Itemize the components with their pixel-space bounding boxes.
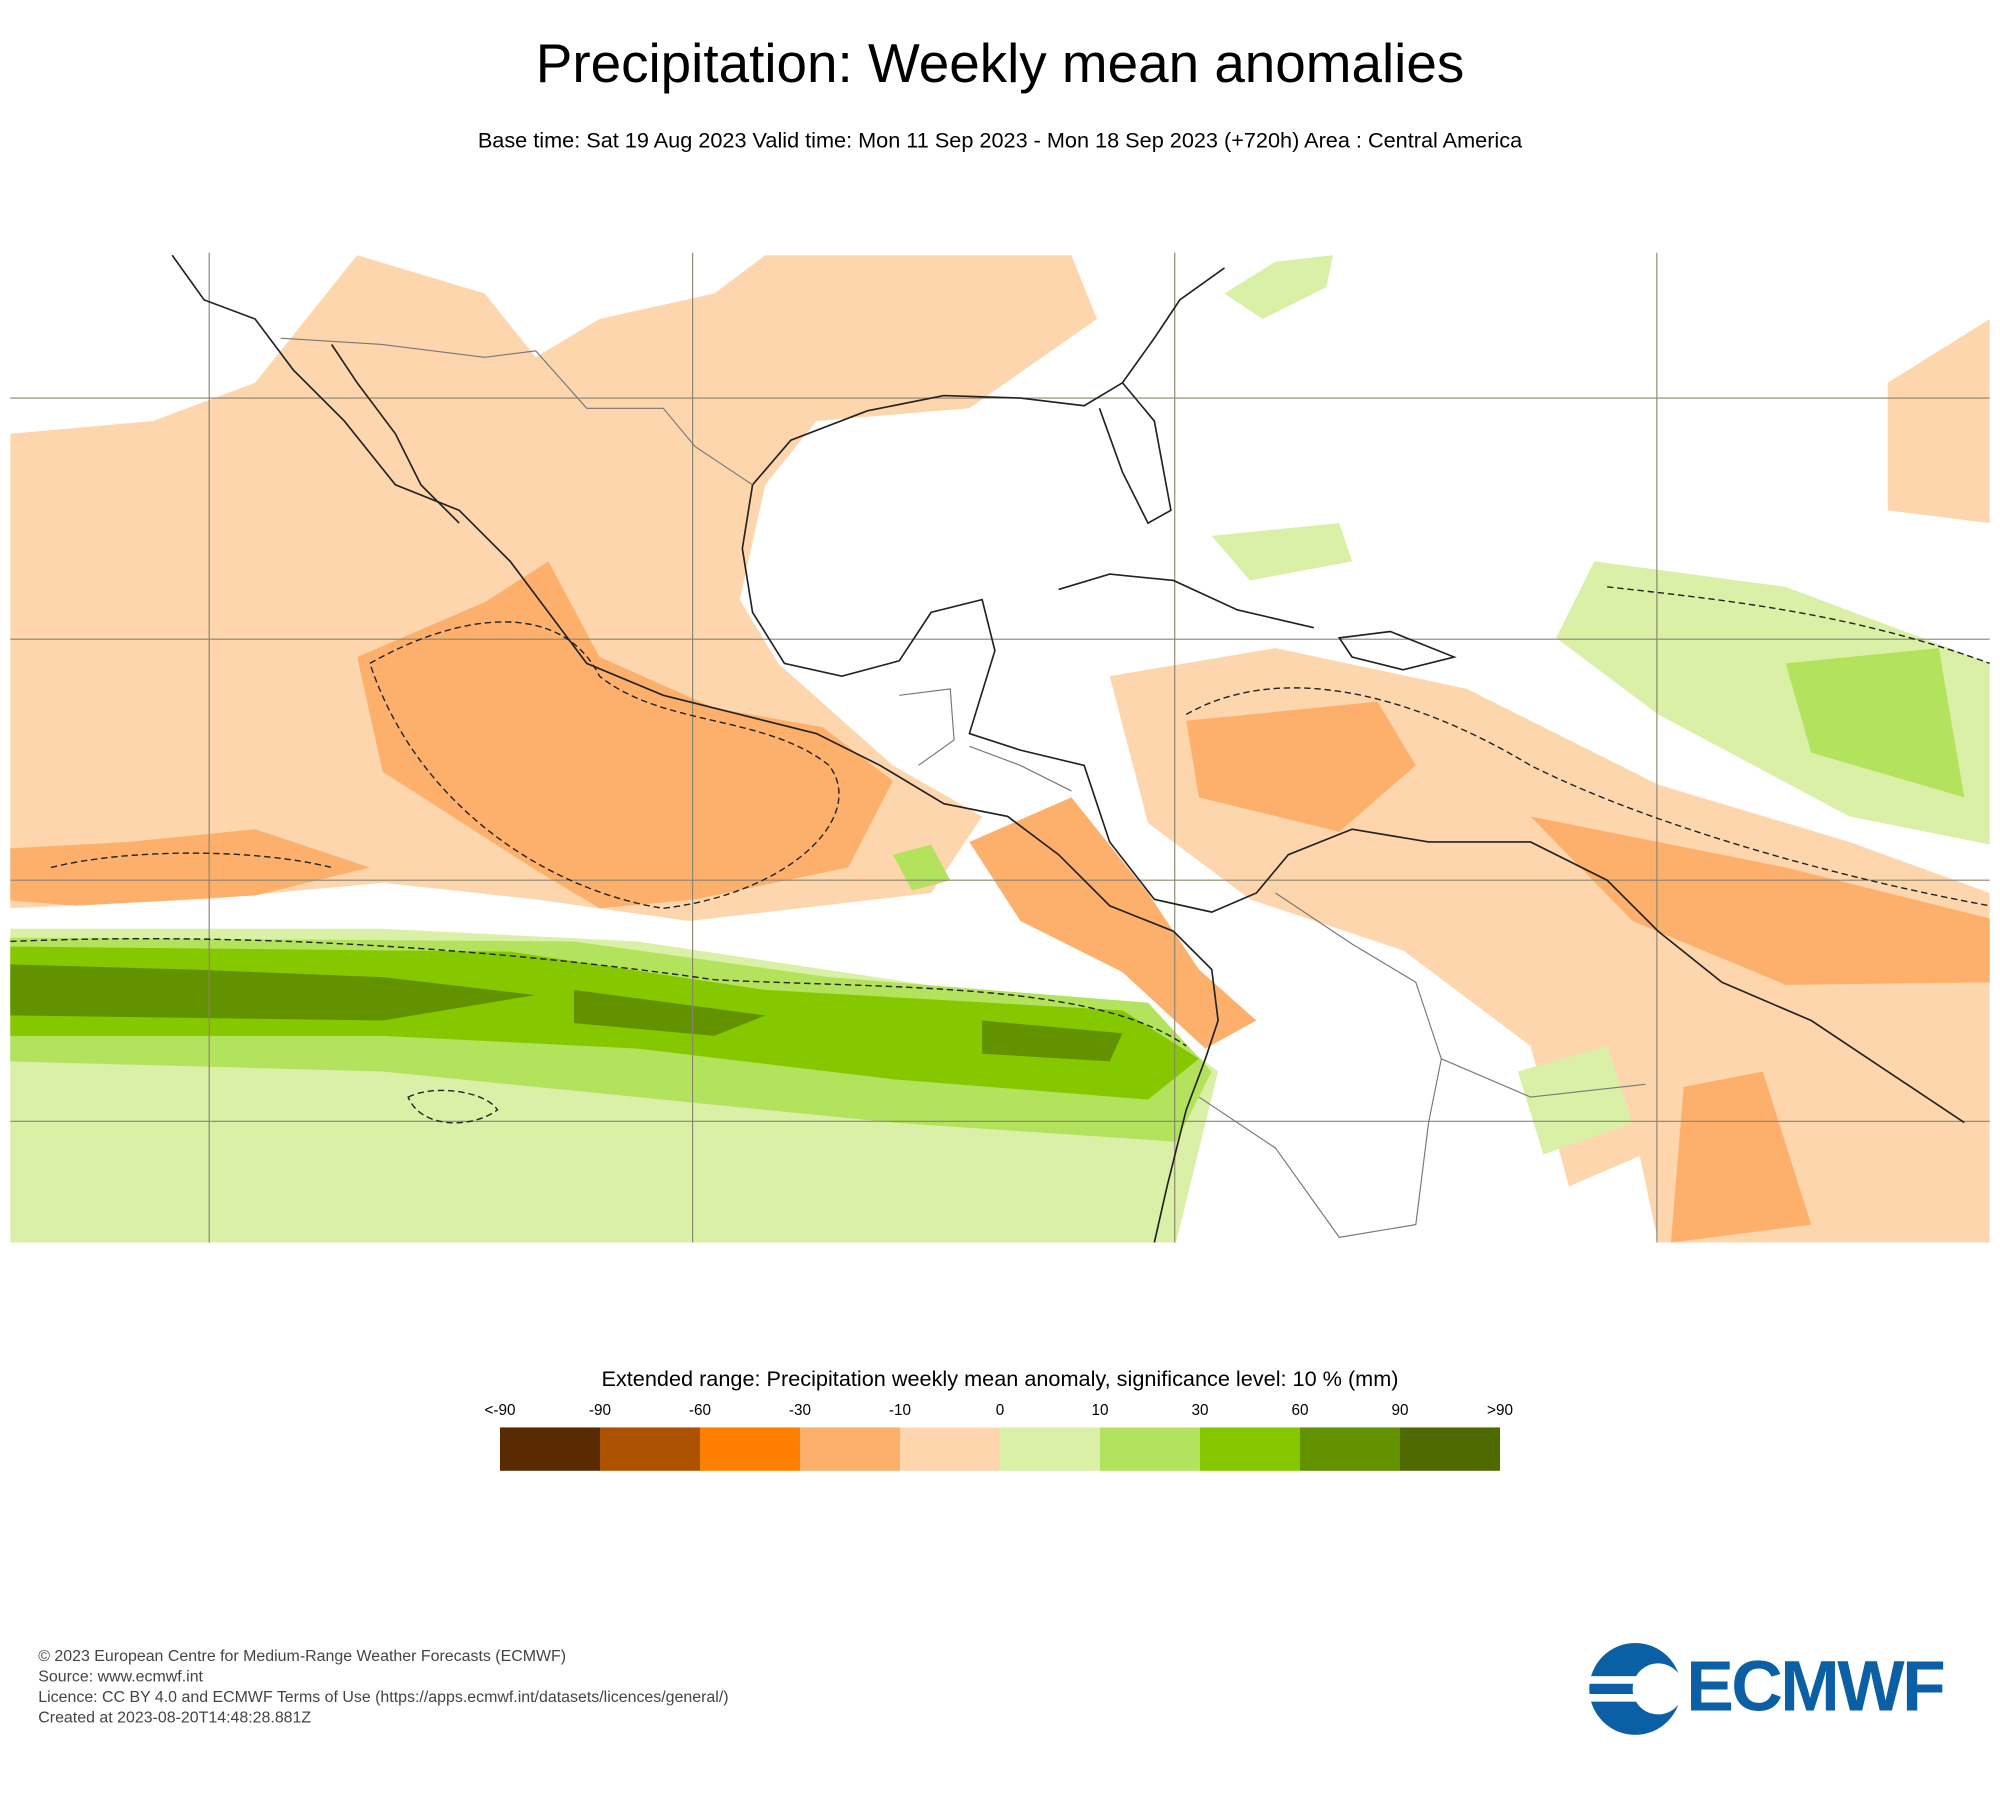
anomaly-areas [10, 255, 1990, 1243]
anomaly-area [1670, 1071, 1812, 1243]
title: Precipitation: Weekly mean anomalies [536, 32, 1464, 94]
colorbar-box [1400, 1427, 1500, 1471]
colorbar-box [1200, 1427, 1300, 1471]
logo-text: ECMWF [1686, 1646, 1943, 1726]
colorbar-box [1000, 1427, 1100, 1471]
logo-stripe [1586, 1694, 1664, 1702]
coastline [330, 344, 460, 524]
colorbar-label: -30 [789, 1402, 811, 1419]
significance-contour [1607, 586, 1990, 665]
anomaly-area [1556, 561, 1990, 845]
colorbar-label: 90 [1391, 1402, 1408, 1419]
coastline [741, 484, 1965, 1124]
colorbar-box [600, 1427, 700, 1471]
map [10, 252, 1990, 1243]
colorbar-label: 10 [1091, 1402, 1108, 1419]
legend-title: Extended range: Precipitation weekly mea… [601, 1366, 1398, 1391]
colorbar-label: >90 [1487, 1402, 1513, 1419]
footer-line: Source: www.ecmwf.int [38, 1669, 203, 1686]
coastline [751, 267, 1225, 486]
coastline [1337, 630, 1457, 671]
footer-line: Created at 2023-08-20T14:48:28.881Z [38, 1709, 311, 1726]
significance-contour [407, 1089, 499, 1124]
significance-contours [10, 586, 1990, 1124]
colorbar-box [899, 1427, 1000, 1471]
anomaly-area [10, 964, 536, 1021]
footer-line: Licence: CC BY 4.0 and ECMWF Terms of Us… [38, 1689, 728, 1706]
coastlines [171, 254, 1965, 1243]
colorbar-label: -10 [889, 1402, 911, 1419]
anomaly-area [1211, 523, 1353, 581]
colorbar-label: -90 [589, 1402, 611, 1419]
anomaly-area [1530, 816, 1990, 985]
anomaly-area [1785, 648, 1965, 798]
colorbar-box [800, 1427, 901, 1471]
significance-contour [50, 852, 332, 869]
colorbar-label: 30 [1191, 1402, 1208, 1419]
anomaly-area [573, 989, 766, 1036]
anomaly-area [357, 561, 893, 909]
significance-contour [369, 621, 840, 909]
colorbar: <-90 -90 -60 -30 -10 0 10 30 60 90 >90 [484, 1402, 1513, 1471]
logo-cut [1632, 1663, 1684, 1715]
coastline [1098, 382, 1172, 525]
logo: ECMWF [1586, 1642, 1946, 1735]
colorbar-box [1100, 1427, 1201, 1471]
coastline [1058, 573, 1314, 629]
border [899, 688, 1072, 792]
logo-stripe [1586, 1676, 1664, 1684]
anomaly-area [892, 844, 951, 891]
significance-contour [10, 937, 1187, 1047]
anomaly-area [1186, 701, 1416, 832]
anomaly-area [969, 797, 1257, 1049]
anomaly-area [982, 1020, 1123, 1062]
colorbar-box [700, 1427, 800, 1471]
subtitle: Base time: Sat 19 Aug 2023 Valid time: M… [478, 127, 1523, 152]
significance-contour [1185, 687, 1990, 907]
colorbar-label: 60 [1291, 1402, 1308, 1419]
border [280, 337, 753, 486]
footer-line: © 2023 European Centre for Medium-Range … [38, 1648, 566, 1665]
coastline [171, 254, 1219, 1243]
colorbar-box [1300, 1427, 1400, 1471]
footer: © 2023 European Centre for Medium-Range … [38, 1648, 728, 1726]
anomaly-area [1224, 255, 1333, 320]
anomaly-area [1887, 319, 1990, 524]
colorbar-label: <-90 [484, 1402, 515, 1419]
border [1198, 892, 1646, 1238]
anomaly-area [1517, 1046, 1633, 1155]
colorbar-label: 0 [996, 1402, 1005, 1419]
anomaly-area [10, 829, 370, 906]
graticule [10, 252, 1990, 1243]
colorbar-box [500, 1427, 600, 1471]
borders [280, 337, 1646, 1238]
colorbar-label: -60 [689, 1402, 711, 1419]
